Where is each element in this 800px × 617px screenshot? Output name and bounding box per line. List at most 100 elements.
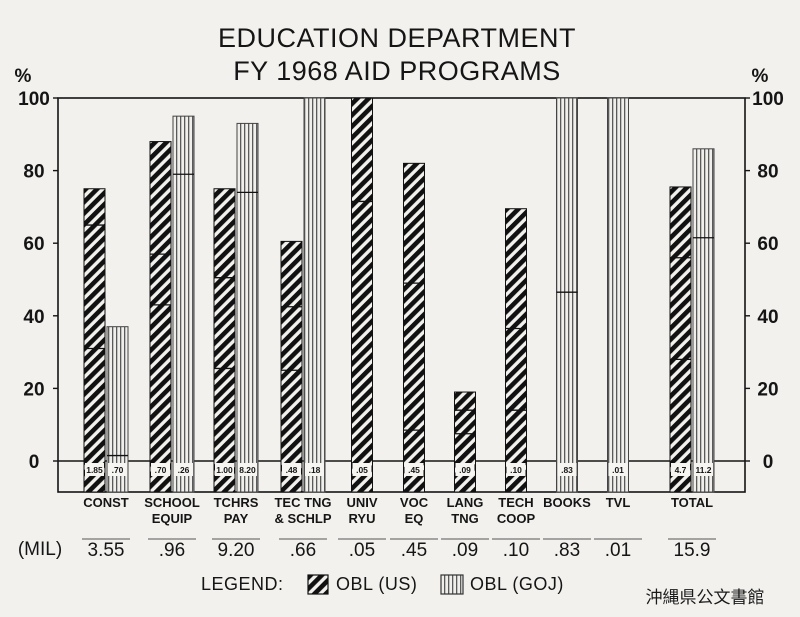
category-label: UNIV bbox=[346, 495, 377, 510]
amount-label-bg bbox=[557, 463, 577, 476]
total-value: 15.9 bbox=[674, 540, 711, 561]
total-value: .09 bbox=[452, 540, 478, 561]
right-tick-label: 40 bbox=[757, 307, 778, 328]
bar-goj bbox=[236, 122, 259, 493]
left-tick-label: 20 bbox=[23, 379, 44, 400]
bar-us bbox=[83, 188, 106, 493]
category-label: TVL bbox=[606, 495, 631, 510]
bar-us bbox=[403, 162, 425, 493]
bar-goj bbox=[692, 148, 715, 493]
right-axis-unit: % bbox=[752, 66, 769, 87]
amount-label-us: 4.7 bbox=[675, 465, 687, 475]
bars bbox=[83, 97, 715, 493]
legend-label-goj: OBL (GOJ) bbox=[470, 574, 564, 594]
amount-label-goj: .26 bbox=[178, 465, 190, 475]
category-label: TOTAL bbox=[671, 495, 713, 510]
amount-label-bg bbox=[85, 463, 104, 476]
left-tick-label: 100 bbox=[18, 89, 50, 110]
category-label-line2: PAY bbox=[224, 511, 249, 526]
axes: 0 0 20 20 40 40 60 60 80 80 100 100 bbox=[18, 89, 784, 493]
amount-label-us: .70 bbox=[155, 465, 167, 475]
category-label-line2: TNG bbox=[451, 511, 478, 526]
legend: LEGEND: OBL (US) OBL (GOJ) bbox=[201, 574, 564, 595]
bar-goj bbox=[303, 97, 326, 493]
left-tick-label: 60 bbox=[23, 234, 44, 255]
chart-subtitle: FY 1968 AID PROGRAMS bbox=[233, 56, 561, 86]
amount-label-goj: 8.20 bbox=[239, 465, 256, 475]
amount-label-bg bbox=[215, 463, 234, 476]
total-value: .01 bbox=[605, 540, 631, 561]
right-tick-label: 20 bbox=[757, 379, 778, 400]
category-label-line2: RYU bbox=[349, 511, 376, 526]
amount-label-us: 1.00 bbox=[216, 465, 233, 475]
bar-us bbox=[454, 391, 476, 493]
legend-label-us: OBL (US) bbox=[336, 574, 417, 594]
category-label: TEC TNG bbox=[274, 495, 331, 510]
bar-us bbox=[213, 188, 236, 493]
category-label: SCHOOL bbox=[144, 495, 200, 510]
category-label: TECH bbox=[498, 495, 533, 510]
left-tick-label: 40 bbox=[23, 307, 44, 328]
total-value: .66 bbox=[290, 540, 316, 561]
category-label-line2: & SCHLP bbox=[274, 511, 331, 526]
amount-label-us: .10 bbox=[510, 465, 522, 475]
total-value: 9.20 bbox=[218, 540, 255, 561]
amount-label-bg bbox=[238, 463, 257, 476]
category-label: VOC bbox=[400, 495, 429, 510]
amount-label-bg bbox=[404, 463, 424, 476]
legend-swatch-goj bbox=[440, 574, 464, 595]
category-label: BOOKS bbox=[543, 495, 591, 510]
bar-us bbox=[149, 141, 172, 493]
amount-label-bg bbox=[282, 463, 301, 476]
total-value: .05 bbox=[349, 540, 375, 561]
chart-title-group: EDUCATION DEPARTMENT FY 1968 AID PROGRAM… bbox=[218, 23, 576, 86]
archive-watermark: 沖縄県公文書館 bbox=[646, 588, 765, 608]
amount-label-goj: 11.2 bbox=[695, 465, 711, 475]
amount-label-goj: .70 bbox=[112, 465, 124, 475]
total-value: 3.55 bbox=[88, 540, 125, 561]
bar-us bbox=[280, 240, 303, 493]
bar-goj bbox=[106, 326, 129, 493]
amount-label-us: .09 bbox=[459, 465, 471, 475]
category-label: CONST bbox=[83, 495, 129, 510]
left-tick-label: 0 bbox=[29, 452, 40, 473]
total-value: .10 bbox=[503, 540, 529, 561]
chart-title: EDUCATION DEPARTMENT bbox=[218, 23, 576, 53]
bar-goj bbox=[556, 97, 578, 493]
right-tick-label: 0 bbox=[763, 452, 774, 473]
category-label-line2: EQUIP bbox=[152, 511, 193, 526]
amount-label-bg bbox=[455, 463, 475, 476]
amount-label-bg bbox=[174, 463, 193, 476]
amount-label-bg bbox=[305, 463, 324, 476]
category-label-line2: COOP bbox=[497, 511, 536, 526]
category-label: LANG bbox=[447, 495, 484, 510]
bar-goj bbox=[607, 97, 629, 493]
amount-label-bg bbox=[608, 463, 628, 476]
bar-us bbox=[669, 186, 692, 493]
left-axis-unit: % bbox=[15, 66, 32, 87]
amount-label-bg bbox=[694, 463, 713, 476]
amount-label-bg bbox=[506, 463, 526, 476]
amount-label-us: .48 bbox=[286, 465, 298, 475]
right-tick-label: 80 bbox=[757, 162, 778, 183]
amount-label-us: .05 bbox=[356, 465, 368, 475]
amount-label-us: .45 bbox=[408, 465, 420, 475]
bar-us bbox=[351, 97, 373, 493]
category-label: TCHRS bbox=[214, 495, 259, 510]
totals-row-label: (MIL) bbox=[18, 539, 62, 560]
total-value: .96 bbox=[159, 540, 185, 561]
amount-label-goj: .18 bbox=[309, 465, 321, 475]
left-tick-label: 80 bbox=[23, 162, 44, 183]
bar-goj bbox=[172, 115, 195, 493]
legend-title: LEGEND: bbox=[201, 574, 284, 594]
bar-us bbox=[505, 208, 527, 493]
amount-label-us: 1.85 bbox=[86, 465, 103, 475]
amount-label-bg bbox=[151, 463, 170, 476]
amount-label-goj: .01 bbox=[612, 465, 624, 475]
plot-frame bbox=[57, 97, 746, 493]
amount-label-bg bbox=[352, 463, 372, 476]
right-tick-label: 100 bbox=[752, 89, 784, 110]
amount-label-goj: .83 bbox=[561, 465, 573, 475]
